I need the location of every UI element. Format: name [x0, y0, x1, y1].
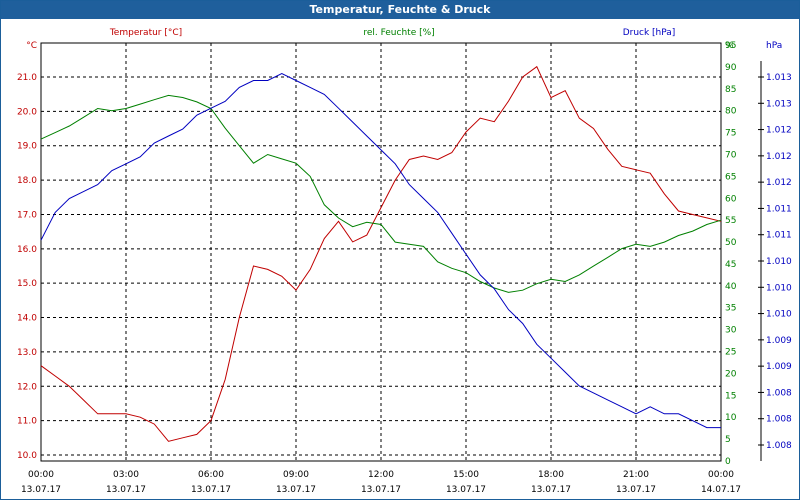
pressure-tick-label: 1.008: [766, 415, 792, 425]
pressure-tick-label: 1.011: [766, 204, 792, 214]
x-tick-label-time: 00:00: [708, 470, 734, 480]
pressure-tick-label: 1.011: [766, 231, 792, 241]
temperature-axis-title: Temperatur [°C]: [109, 28, 182, 38]
pressure-tick-label: 1.013: [766, 73, 792, 83]
x-tick-label-time: 12:00: [368, 470, 394, 480]
x-tick-label-date: 13.07.17: [191, 485, 231, 495]
pressure-tick-label: 1.008: [766, 388, 792, 398]
humidity-tick-label: 25: [725, 348, 736, 358]
pressure-tick-label: 1.012: [766, 152, 792, 162]
chart-title: Temperatur, Feuchte & Druck: [1, 1, 799, 19]
x-tick-label-date: 13.07.17: [616, 485, 656, 495]
axes-layer: 00:00 13.07.17 03:00 13.07.17 06:00 13.07.17 0…: [17, 28, 792, 495]
pressure-unit-label: hPa: [766, 41, 782, 51]
x-tick-label-date: 13.07.17: [531, 485, 571, 495]
humidity-axis-title: rel. Feuchte [%]: [363, 28, 434, 38]
series-layer: [40, 65, 722, 442]
pressure-tick-label: 1.009: [766, 362, 792, 372]
pressure-axis-title: Druck [hPa]: [623, 28, 676, 38]
humidity-tick-label: 95: [725, 41, 736, 51]
temperature-series-line: [40, 65, 722, 442]
x-tick-label-time: 18:00: [538, 470, 564, 480]
temperature-tick-label: 21.0: [17, 73, 37, 83]
humidity-series-line: [40, 94, 722, 293]
humidity-tick-label: 20: [725, 369, 737, 379]
humidity-tick-label: 55: [725, 216, 736, 226]
chart-grid: [40, 42, 764, 462]
temperature-tick-label: 17.0: [17, 210, 37, 220]
x-tick-label-date: 14.07.17: [701, 485, 741, 495]
temperature-tick-label: 11.0: [17, 417, 37, 427]
pressure-tick-label: 1.012: [766, 126, 792, 136]
x-tick-label-time: 06:00: [198, 470, 224, 480]
humidity-tick-label: 70: [725, 150, 737, 160]
x-tick-label-time: 09:00: [283, 470, 309, 480]
humidity-tick-label: 10: [725, 413, 737, 423]
humidity-tick-label: 35: [725, 304, 736, 314]
x-tick-label-time: 03:00: [113, 470, 139, 480]
temperature-tick-label: 16.0: [17, 245, 37, 255]
humidity-tick-label: 60: [725, 194, 737, 204]
x-tick-label-date: 13.07.17: [21, 485, 61, 495]
humidity-tick-label: 45: [725, 260, 736, 270]
temperature-tick-label: 12.0: [17, 382, 37, 392]
x-tick-label-time: 15:00: [453, 470, 479, 480]
pressure-tick-label: 1.010: [766, 310, 792, 320]
x-tick-label-time: 21:00: [623, 470, 649, 480]
temperature-tick-label: 15.0: [17, 279, 37, 289]
humidity-tick-label: 0: [725, 457, 731, 467]
x-tick-label-date: 13.07.17: [276, 485, 316, 495]
temperature-tick-label: 13.0: [17, 348, 37, 358]
pressure-tick-label: 1.009: [766, 336, 792, 346]
humidity-tick-label: 15: [725, 391, 736, 401]
humidity-tick-label: 80: [725, 107, 737, 117]
x-tick-label-date: 13.07.17: [106, 485, 146, 495]
pressure-tick-label: 1.008: [766, 441, 792, 451]
humidity-tick-label: 65: [725, 172, 736, 182]
humidity-tick-label: 75: [725, 129, 736, 139]
humidity-tick-label: 50: [725, 238, 737, 248]
pressure-tick-label: 1.010: [766, 283, 792, 293]
pressure-tick-label: 1.013: [766, 99, 792, 109]
humidity-tick-label: 30: [725, 326, 737, 336]
temperature-tick-label: 14.0: [17, 314, 37, 324]
x-tick-label-date: 13.07.17: [361, 485, 401, 495]
humidity-tick-label: 40: [725, 282, 737, 292]
humidity-unit-label: %: [725, 41, 734, 51]
temperature-tick-label: 10.0: [17, 451, 37, 461]
temperature-tick-label: 18.0: [17, 176, 37, 186]
x-tick-label-date: 13.07.17: [446, 485, 486, 495]
x-tick-label-time: 00:00: [28, 470, 54, 480]
humidity-tick-label: 85: [725, 85, 736, 95]
temperature-tick-label: 20.0: [17, 107, 37, 117]
humidity-tick-label: 90: [725, 63, 737, 73]
pressure-tick-label: 1.010: [766, 257, 792, 267]
temperature-tick-label: 19.0: [17, 142, 37, 152]
temperature-unit-label: °C: [26, 41, 37, 51]
pressure-tick-label: 1.012: [766, 178, 792, 188]
humidity-tick-label: 5: [725, 435, 731, 445]
pressure-series-line: [40, 72, 721, 429]
